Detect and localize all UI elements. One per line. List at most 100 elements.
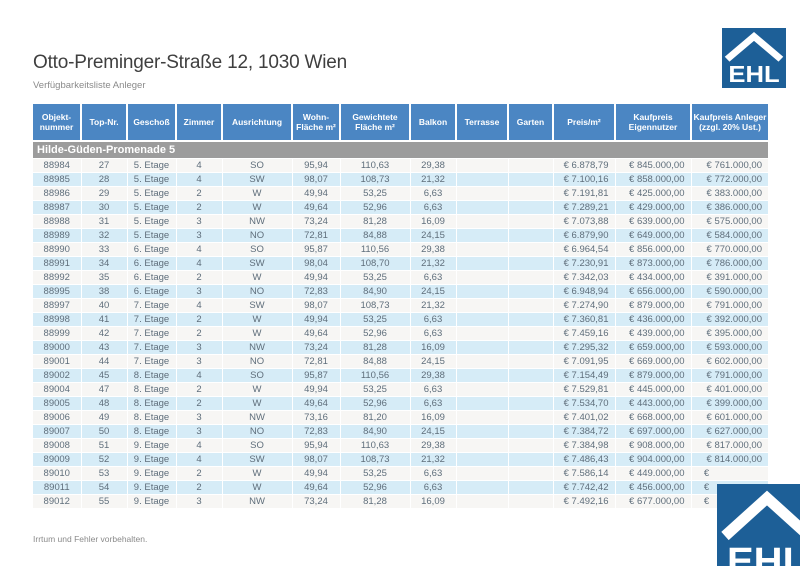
cell: 4 — [175, 368, 222, 383]
cell: 21,32 — [409, 298, 456, 313]
cell: SO — [221, 158, 292, 173]
cell: € 858.000,00 — [614, 172, 691, 187]
cell — [455, 312, 508, 327]
cell — [507, 200, 553, 215]
cell: 89007 — [33, 424, 81, 439]
cell: € 399.000,00 — [690, 396, 768, 411]
cell: 7. Etage — [126, 298, 176, 313]
cell: 49,94 — [291, 382, 340, 397]
cell: 88988 — [33, 214, 81, 229]
cell: NO — [221, 354, 292, 369]
cell: 8. Etage — [126, 368, 176, 383]
cell: 9. Etage — [126, 466, 176, 481]
table-row: 88987 30 5. Etage 2 W 49,64 52,96 6,63 € 7.289,2… — [33, 200, 768, 215]
ehl-logo-bottom: EHL — [717, 484, 800, 566]
cell: 73,16 — [291, 410, 340, 425]
cell: 7. Etage — [126, 340, 176, 355]
cell — [455, 396, 508, 411]
availability-table: Objekt-nummer Top-Nr. Geschoß Zimmer Ausrich… — [33, 104, 768, 509]
cell: € 7.529,81 — [552, 382, 615, 397]
cell: 49,64 — [291, 200, 340, 215]
table-row: 88998 41 7. Etage 2 W 49,94 53,25 6,63 € 7.360,8… — [33, 312, 768, 327]
cell: 6,63 — [409, 466, 456, 481]
cell: € 7.289,21 — [552, 200, 615, 215]
cell — [507, 382, 553, 397]
table-row: 89009 52 9. Etage 4 SW 98,07 108,73 21,32 € 7.48… — [33, 452, 768, 467]
cell: 45 — [80, 368, 127, 383]
cell: 88989 — [33, 228, 81, 243]
cell: 40 — [80, 298, 127, 313]
cell — [455, 298, 508, 313]
cell — [507, 284, 553, 299]
cell: 72,83 — [291, 284, 340, 299]
cell: 110,63 — [339, 438, 410, 453]
cell: 30 — [80, 200, 127, 215]
cell: 3 — [175, 340, 222, 355]
cell: 89002 — [33, 368, 81, 383]
cell: 6,63 — [409, 480, 456, 495]
cell: W — [221, 480, 292, 495]
cell: 53,25 — [339, 186, 410, 201]
table-row: 88989 32 5. Etage 3 NO 72,81 84,88 24,15 € 6.879… — [33, 228, 768, 243]
cell — [507, 298, 553, 313]
cell: 72,81 — [291, 228, 340, 243]
table-body: Hilde-Güden-Promenade 5 88984 27 5. Etage 4 S… — [33, 141, 768, 509]
cell: 2 — [175, 480, 222, 495]
cell: € 627.000,00 — [690, 424, 768, 439]
cell: 89000 — [33, 340, 81, 355]
cell: € 761.000,00 — [690, 158, 768, 173]
cell: 6,63 — [409, 396, 456, 411]
cell: € 814.000,00 — [690, 452, 768, 467]
cell: 49,94 — [291, 186, 340, 201]
cell — [507, 242, 553, 257]
cell: 21,32 — [409, 172, 456, 187]
cell: 3 — [175, 410, 222, 425]
cell: 7. Etage — [126, 312, 176, 327]
cell: € 443.000,00 — [614, 396, 691, 411]
logo-text: EHL — [728, 62, 779, 87]
table-row: 89011 54 9. Etage 2 W 49,64 52,96 6,63 € 7.742,4… — [33, 480, 768, 495]
cell: € 656.000,00 — [614, 284, 691, 299]
cell: € 392.000,00 — [690, 312, 768, 327]
cell: € 845.000,00 — [614, 158, 691, 173]
table-row: 88995 38 6. Etage 3 NO 72,83 84,90 24,15 € 6.948… — [33, 284, 768, 299]
cell: € 879.000,00 — [614, 298, 691, 313]
cell: 5. Etage — [126, 214, 176, 229]
cell: € 575.000,00 — [690, 214, 768, 229]
cell: 84,90 — [339, 424, 410, 439]
cell: 52 — [80, 452, 127, 467]
cell: € 7.360,81 — [552, 312, 615, 327]
cell: 4 — [175, 452, 222, 467]
cell: 52,96 — [339, 396, 410, 411]
cell — [455, 214, 508, 229]
cell: € 908.000,00 — [614, 438, 691, 453]
cell: € 386.000,00 — [690, 200, 768, 215]
cell: 98,04 — [291, 256, 340, 271]
cell: W — [221, 382, 292, 397]
cell: 84,88 — [339, 228, 410, 243]
cell: 95,94 — [291, 438, 340, 453]
cell: SW — [221, 452, 292, 467]
cell: 29,38 — [409, 158, 456, 173]
cell — [455, 326, 508, 341]
cell — [455, 172, 508, 187]
table-row: 89006 49 8. Etage 3 NW 73,16 81,20 16,09 € 7.401… — [33, 410, 768, 425]
cell: € 7.230,91 — [552, 256, 615, 271]
cell: € 677.000,00 — [614, 494, 691, 509]
cell — [507, 480, 553, 495]
cell: 95,87 — [291, 368, 340, 383]
cell: 3 — [175, 494, 222, 509]
cell: 6,63 — [409, 312, 456, 327]
column-header-7: Gewichtete Fläche m² — [339, 104, 410, 142]
cell: € 904.000,00 — [614, 452, 691, 467]
cell: 6. Etage — [126, 242, 176, 257]
cell: € 601.000,00 — [690, 410, 768, 425]
cell — [507, 172, 553, 187]
cell: 81,20 — [339, 410, 410, 425]
cell: 2 — [175, 312, 222, 327]
column-header-10: Garten — [507, 104, 553, 142]
house-roof-icon — [721, 490, 800, 541]
cell: 5. Etage — [126, 158, 176, 173]
cell: € 401.000,00 — [690, 382, 768, 397]
cell: W — [221, 312, 292, 327]
